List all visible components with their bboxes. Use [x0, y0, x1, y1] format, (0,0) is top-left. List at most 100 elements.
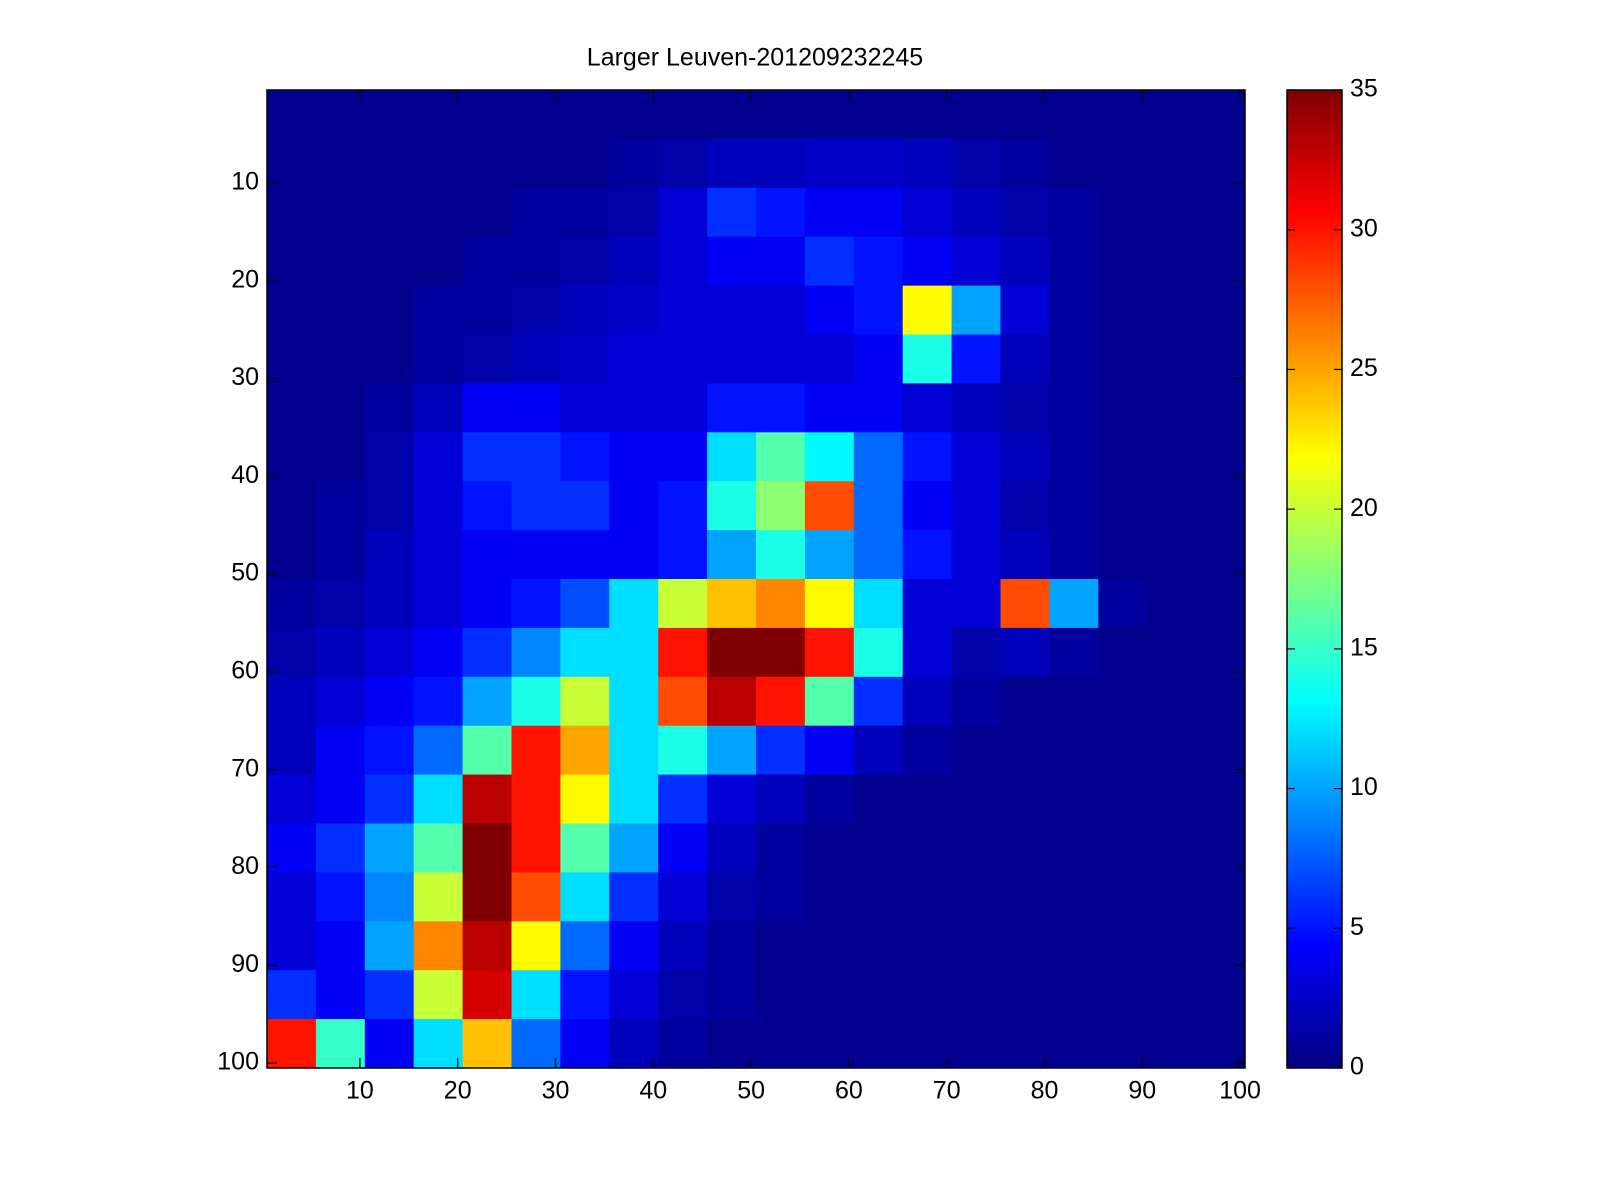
heatmap-cell — [1196, 823, 1246, 873]
heatmap-cell — [560, 579, 610, 629]
heatmap-cell — [658, 383, 708, 433]
heatmap-cell — [756, 285, 806, 335]
heatmap-cell — [267, 676, 317, 727]
heatmap-cell — [951, 187, 1001, 238]
heatmap-cell — [609, 432, 659, 482]
heatmap-cell — [1196, 725, 1246, 776]
heatmap-cell — [902, 481, 953, 531]
heatmap-cell — [511, 138, 561, 189]
heatmap-cell — [707, 676, 757, 727]
x-tick-label: 30 — [542, 1077, 570, 1105]
heatmap-cell — [902, 90, 953, 140]
heatmap-cell — [609, 774, 659, 824]
heatmap-cell — [1098, 725, 1148, 776]
heatmap-cell — [315, 970, 366, 1020]
heatmap-cell — [756, 970, 806, 1020]
heatmap-cell — [364, 676, 415, 727]
heatmap-cell — [902, 627, 953, 678]
heatmap-cell — [1147, 138, 1197, 189]
heatmap-cell — [658, 627, 708, 678]
heatmap-cell — [511, 970, 561, 1020]
heatmap-cell — [267, 90, 317, 140]
heatmap-cell — [413, 579, 464, 629]
x-tick-label: 20 — [444, 1077, 472, 1105]
heatmap-cell — [951, 432, 1001, 482]
x-tick-label: 80 — [1031, 1077, 1059, 1105]
heatmap-cell — [609, 383, 659, 433]
heatmap-cell — [1147, 579, 1197, 629]
heatmap-cell — [756, 627, 806, 678]
heatmap-cell — [462, 481, 512, 531]
heatmap-cell — [1098, 236, 1148, 287]
heatmap-cell — [1049, 1019, 1099, 1069]
heatmap-cell — [1000, 872, 1050, 922]
heatmap-cell — [756, 90, 806, 140]
heatmap-cell — [658, 138, 708, 189]
heatmap-cell — [364, 90, 415, 140]
heatmap-cell — [1147, 481, 1197, 531]
heatmap-cell — [804, 872, 855, 922]
heatmap-cell — [315, 872, 366, 922]
heatmap-cell — [902, 236, 953, 287]
heatmap-cell — [1098, 1019, 1148, 1069]
heatmap-cell — [413, 481, 464, 531]
heatmap-cell — [413, 921, 464, 971]
y-tick-label: 80 — [231, 852, 259, 880]
heatmap-cell — [1196, 530, 1246, 580]
heatmap-cell — [1147, 921, 1197, 971]
heatmap-cell — [707, 921, 757, 971]
heatmap-cell — [951, 383, 1001, 433]
heatmap-cell — [1196, 872, 1246, 922]
heatmap-cell — [1196, 432, 1246, 482]
heatmap-cell — [413, 970, 464, 1020]
heatmap-cell — [1049, 676, 1099, 727]
heatmap-cell — [462, 823, 512, 873]
heatmap-cell — [707, 970, 757, 1020]
heatmap-cell — [1147, 236, 1197, 287]
heatmap-cell — [707, 774, 757, 824]
heatmap-cell — [1000, 334, 1050, 384]
heatmap-cell — [1049, 774, 1099, 824]
heatmap-cell — [413, 725, 464, 776]
heatmap-cell — [853, 383, 904, 433]
heatmap-cell — [1196, 334, 1246, 384]
heatmap-cell — [315, 236, 366, 287]
plot-frame — [266, 89, 1246, 1069]
heatmap-cell — [1098, 383, 1148, 433]
heatmap-cell — [853, 138, 904, 189]
heatmap-cell — [804, 579, 855, 629]
heatmap-cell — [756, 481, 806, 531]
heatmap-cell — [1196, 187, 1246, 238]
heatmap-cell — [462, 676, 512, 727]
heatmap-cell — [902, 774, 953, 824]
heatmap-cell — [1147, 383, 1197, 433]
heatmap-cell — [658, 285, 708, 335]
heatmap-cell — [902, 432, 953, 482]
heatmap-cell — [1049, 432, 1099, 482]
heatmap-cell — [413, 138, 464, 189]
heatmap-cell — [756, 383, 806, 433]
heatmap-cell — [364, 334, 415, 384]
heatmap-cell — [853, 627, 904, 678]
heatmap-cell — [315, 530, 366, 580]
heatmap-cell — [853, 187, 904, 238]
heatmap-cell — [853, 334, 904, 384]
heatmap-cell — [1147, 90, 1197, 140]
heatmap-cell — [315, 432, 366, 482]
heatmap-cell — [853, 530, 904, 580]
heatmap-cell — [1049, 627, 1099, 678]
heatmap-cell — [1049, 285, 1099, 335]
heatmap-cell — [902, 579, 953, 629]
colorbar-tick-label: 25 — [1350, 354, 1378, 382]
heatmap-cell — [413, 334, 464, 384]
heatmap-cell — [804, 676, 855, 727]
heatmap-cell — [560, 725, 610, 776]
heatmap-cell — [1000, 1019, 1050, 1069]
heatmap-cell — [267, 187, 317, 238]
x-tick-label: 50 — [737, 1077, 765, 1105]
heatmap-cell — [1196, 383, 1246, 433]
heatmap-cell — [756, 872, 806, 922]
heatmap-cell — [756, 676, 806, 727]
heatmap-cell — [951, 138, 1001, 189]
heatmap-cell — [1049, 823, 1099, 873]
